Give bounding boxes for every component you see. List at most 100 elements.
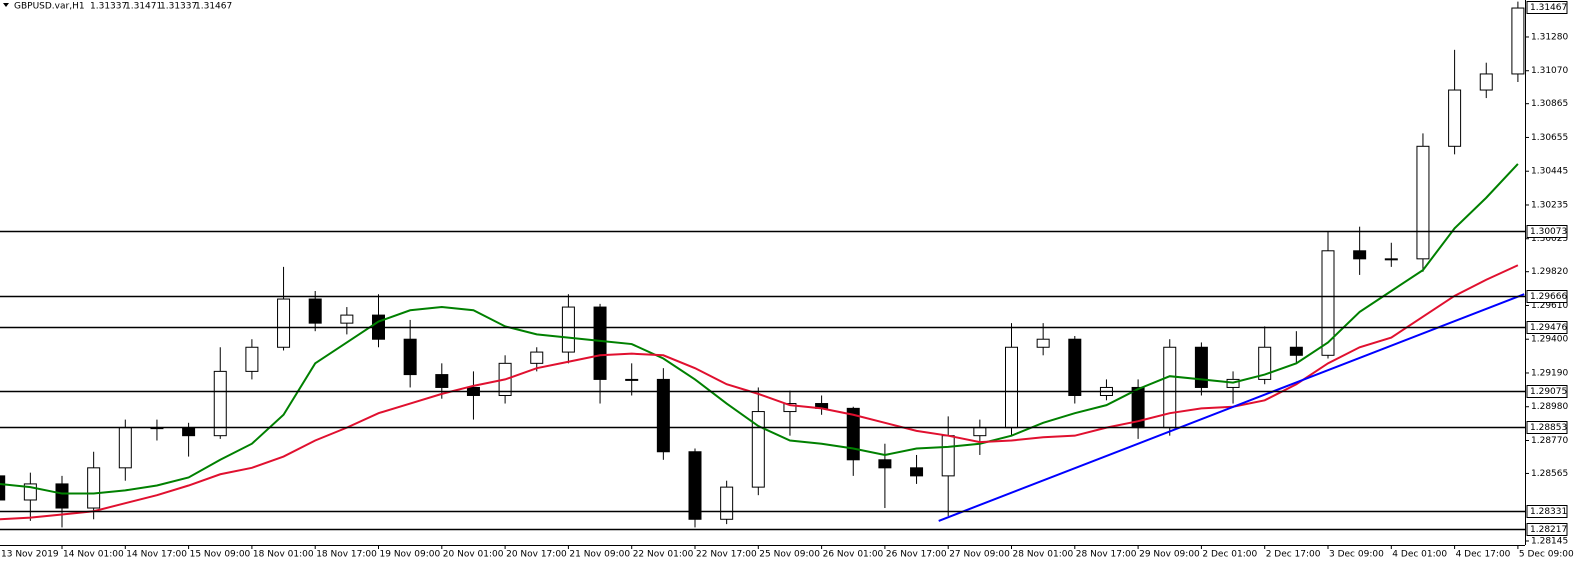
y-tick-label: 1.30655 [1531, 133, 1568, 143]
candle-body [1416, 145, 1430, 260]
candle-body [403, 338, 417, 376]
y-tick-label: 1.28145 [1531, 536, 1568, 546]
y-tick-label: 1.29610 [1531, 301, 1568, 311]
header-value: 1.31471 [125, 2, 162, 12]
candle-body [688, 451, 702, 520]
candle-body [625, 378, 639, 381]
x-tick-label: 15 Nov 09:00 [190, 550, 251, 560]
candle-body [1068, 338, 1082, 396]
level-label: 1.28217 [1530, 525, 1567, 535]
candle-body [561, 306, 575, 353]
x-tick-label: 3 Dec 09:00 [1329, 550, 1384, 560]
symbol: GBPUSD.var,H1 [14, 2, 85, 12]
candle-body [1194, 346, 1208, 388]
candle-body [910, 467, 924, 477]
y-tick-label: 1.28770 [1531, 436, 1568, 446]
candle-body [1384, 258, 1398, 261]
level-label: 1.29476 [1530, 323, 1567, 333]
candle-body [308, 298, 322, 324]
price-label-box [1526, 1, 1568, 14]
plot-area [0, 1, 1525, 528]
y-tick-label: 1.31070 [1531, 66, 1568, 76]
header-value: 1.31467 [195, 2, 232, 12]
y-tick-label: 1.29400 [1531, 335, 1568, 345]
candle-body [0, 475, 6, 501]
candle-body [340, 314, 354, 324]
level-label-box [1526, 385, 1568, 398]
candle-body [1448, 89, 1462, 147]
y-tick-label: 1.28980 [1531, 402, 1568, 412]
level-label-box [1526, 505, 1568, 518]
candle-body [1289, 346, 1303, 356]
x-tick-label: 22 Nov 01:00 [633, 550, 694, 560]
candle-body [245, 346, 259, 372]
y-tick-label: 1.30445 [1531, 167, 1568, 177]
candle-body [1479, 73, 1493, 91]
candle-body [87, 467, 101, 509]
candle-body [277, 298, 291, 348]
candle-body [656, 378, 670, 453]
candle-body [878, 459, 892, 469]
menu-triangle [3, 3, 9, 7]
y-tick-label: 1.29820 [1531, 267, 1568, 277]
level-label-box [1526, 225, 1568, 238]
level-label: 1.29666 [1530, 292, 1567, 302]
candle-body [720, 486, 734, 520]
header-value: 1.31337 [90, 2, 127, 12]
candle-body [435, 374, 449, 388]
y-tick-label: 1.31280 [1531, 32, 1568, 42]
level-label-box [1526, 321, 1568, 334]
x-tick-label: 26 Nov 17:00 [886, 550, 947, 560]
x-tick-label: 28 Nov 01:00 [1013, 550, 1074, 560]
candle-body [1036, 338, 1050, 348]
level-label-box [1526, 523, 1568, 536]
candle-body [1005, 346, 1018, 429]
x-tick-label: 26 Nov 01:00 [823, 550, 884, 560]
level-label: 1.30073 [1530, 227, 1567, 237]
header-value: 1.31337 [160, 2, 197, 12]
y-tick-label: 1.30865 [1531, 99, 1568, 109]
x-tick-label: 13 Nov 2019 [1, 550, 59, 560]
candle-body [1258, 346, 1272, 380]
trendline [938, 293, 1525, 522]
x-tick-label: 4 Dec 17:00 [1456, 550, 1511, 560]
level-label-box [1526, 421, 1568, 434]
x-tick-label: 5 Dec 09:00 [1519, 550, 1574, 560]
x-tick-label: 20 Nov 01:00 [443, 550, 504, 560]
moving-average [0, 163, 1519, 495]
y-tick-label: 1.30235 [1531, 200, 1568, 210]
candle-body [846, 407, 860, 461]
x-tick-label: 4 Dec 01:00 [1392, 550, 1447, 560]
x-tick-label: 25 Nov 09:00 [759, 550, 820, 560]
candle-body [1321, 250, 1335, 356]
level-label-box [1526, 290, 1568, 303]
y-tick-label: 1.29190 [1531, 368, 1568, 378]
candle-body [1353, 250, 1367, 260]
candle-body [182, 427, 196, 437]
y-tick-label: 1.30025 [1531, 234, 1568, 244]
price-label: 1.31467 [1530, 3, 1567, 13]
x-tick-label: 14 Nov 17:00 [126, 550, 187, 560]
level-label: 1.28853 [1530, 423, 1567, 433]
x-tick-label: 27 Nov 09:00 [949, 550, 1010, 560]
x-tick-label: 19 Nov 09:00 [380, 550, 441, 560]
x-tick-label: 14 Nov 01:00 [63, 550, 124, 560]
moving-average [0, 264, 1519, 521]
level-label: 1.28331 [1530, 507, 1567, 517]
candle-body [213, 370, 227, 437]
y-tick-label: 1.28565 [1531, 469, 1568, 479]
candle-body [941, 435, 955, 477]
candle-body [973, 427, 987, 437]
x-tick-label: 2 Dec 17:00 [1266, 550, 1321, 560]
x-tick-label: 20 Nov 17:00 [506, 550, 567, 560]
candle-body [783, 403, 797, 413]
level-label: 1.29075 [1530, 387, 1567, 397]
x-tick-label: 2 Dec 01:00 [1202, 550, 1257, 560]
x-tick-label: 18 Nov 17:00 [316, 550, 377, 560]
candle-body [1511, 7, 1525, 75]
x-tick-label: 18 Nov 01:00 [253, 550, 314, 560]
candle-body [751, 411, 765, 488]
candle-body [530, 351, 544, 364]
